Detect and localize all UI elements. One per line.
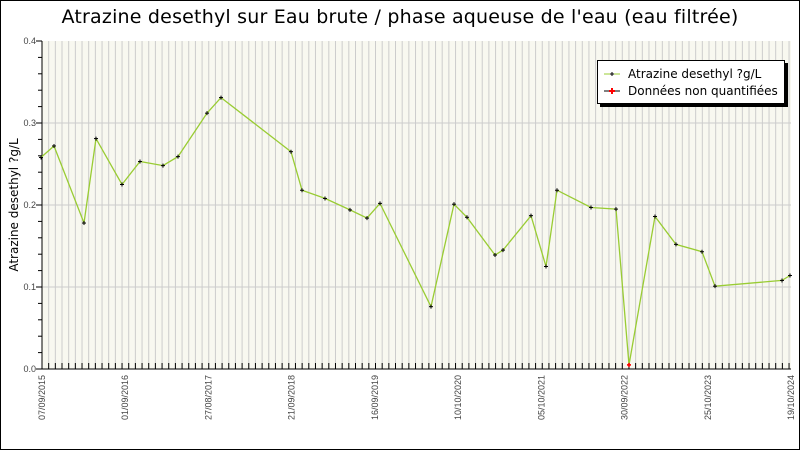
y-tick-labels: 0.0 0.1 0.2 0.3 0.4 bbox=[23, 36, 36, 374]
data-point-marker bbox=[161, 163, 165, 168]
x-tick-label: 05/10/2021 bbox=[536, 375, 546, 420]
data-point-marker bbox=[205, 111, 209, 116]
axes bbox=[36, 40, 791, 370]
legend-item-non-quantified: Données non quantifiées bbox=[604, 82, 778, 100]
data-point-marker bbox=[52, 143, 56, 148]
data-point-marker bbox=[82, 221, 86, 226]
x-tick-label: 07/09/2015 bbox=[37, 375, 47, 420]
y-tick-label: 0.4 bbox=[23, 36, 36, 46]
line-marker-icon bbox=[604, 68, 620, 80]
data-point-marker bbox=[501, 248, 505, 253]
data-point-marker bbox=[614, 207, 618, 212]
x-tick-label: 30/09/2022 bbox=[620, 375, 630, 420]
data-point-marker bbox=[138, 159, 142, 164]
data-point-marker bbox=[452, 202, 456, 207]
y-tick-label: 0.2 bbox=[23, 200, 36, 210]
horizontal-gridlines bbox=[42, 122, 791, 288]
data-point-marker bbox=[300, 188, 304, 193]
y-tick-label: 0.1 bbox=[23, 282, 36, 292]
data-point-marker bbox=[589, 205, 593, 210]
data-point-marker bbox=[378, 201, 382, 206]
x-tick-label: 01/09/2016 bbox=[120, 375, 130, 420]
legend-label-series: Atrazine desethyl ?g/L bbox=[628, 67, 762, 81]
y-tick-label: 0.0 bbox=[23, 364, 36, 374]
x-tick-label: 21/09/2018 bbox=[287, 375, 297, 420]
data-point-marker bbox=[713, 284, 717, 289]
data-point-marker bbox=[780, 278, 784, 283]
non-quantified-marker bbox=[627, 362, 631, 367]
x-tick-label: 10/10/2020 bbox=[453, 375, 463, 420]
x-tick-label: 25/10/2023 bbox=[703, 375, 713, 420]
data-point-marker bbox=[94, 136, 98, 141]
data-point-marker bbox=[529, 213, 533, 218]
data-point-marker bbox=[289, 149, 293, 154]
data-point-marker bbox=[788, 273, 792, 278]
x-tick-label: 19/10/2024 bbox=[786, 375, 796, 420]
data-point-marker bbox=[429, 304, 433, 309]
data-point-marker bbox=[176, 154, 180, 159]
red-marker-icon bbox=[604, 85, 620, 97]
y-axis-label: Atrazine desethyl ?g/L bbox=[7, 138, 21, 272]
data-point-marker bbox=[39, 155, 43, 160]
data-point-marker bbox=[465, 215, 469, 220]
data-series bbox=[39, 95, 792, 367]
data-point-marker bbox=[365, 216, 369, 221]
x-tick-labels: 07/09/2015 01/09/2016 27/08/2017 21/09/2018… bbox=[37, 375, 796, 420]
data-point-marker bbox=[653, 214, 657, 219]
data-point-marker bbox=[674, 242, 678, 247]
data-point-marker bbox=[323, 196, 327, 201]
x-tick-label: 16/09/2019 bbox=[370, 375, 380, 420]
data-point-marker bbox=[493, 253, 497, 258]
x-tick-label: 27/08/2017 bbox=[203, 375, 213, 420]
data-point-marker bbox=[555, 188, 559, 193]
data-point-marker bbox=[700, 249, 704, 254]
y-tick-label: 0.3 bbox=[23, 118, 36, 128]
data-point-marker bbox=[348, 207, 352, 212]
data-point-marker bbox=[544, 264, 548, 269]
legend-item-series: Atrazine desethyl ?g/L bbox=[604, 65, 761, 83]
data-point-marker bbox=[219, 95, 223, 100]
chart-title: Atrazine desethyl sur Eau brute / phase … bbox=[61, 6, 739, 28]
legend-label-non-quantified: Données non quantifiées bbox=[628, 84, 778, 98]
legend: Atrazine desethyl ?g/L Données non quant… bbox=[597, 60, 785, 104]
data-point-marker bbox=[120, 182, 124, 187]
